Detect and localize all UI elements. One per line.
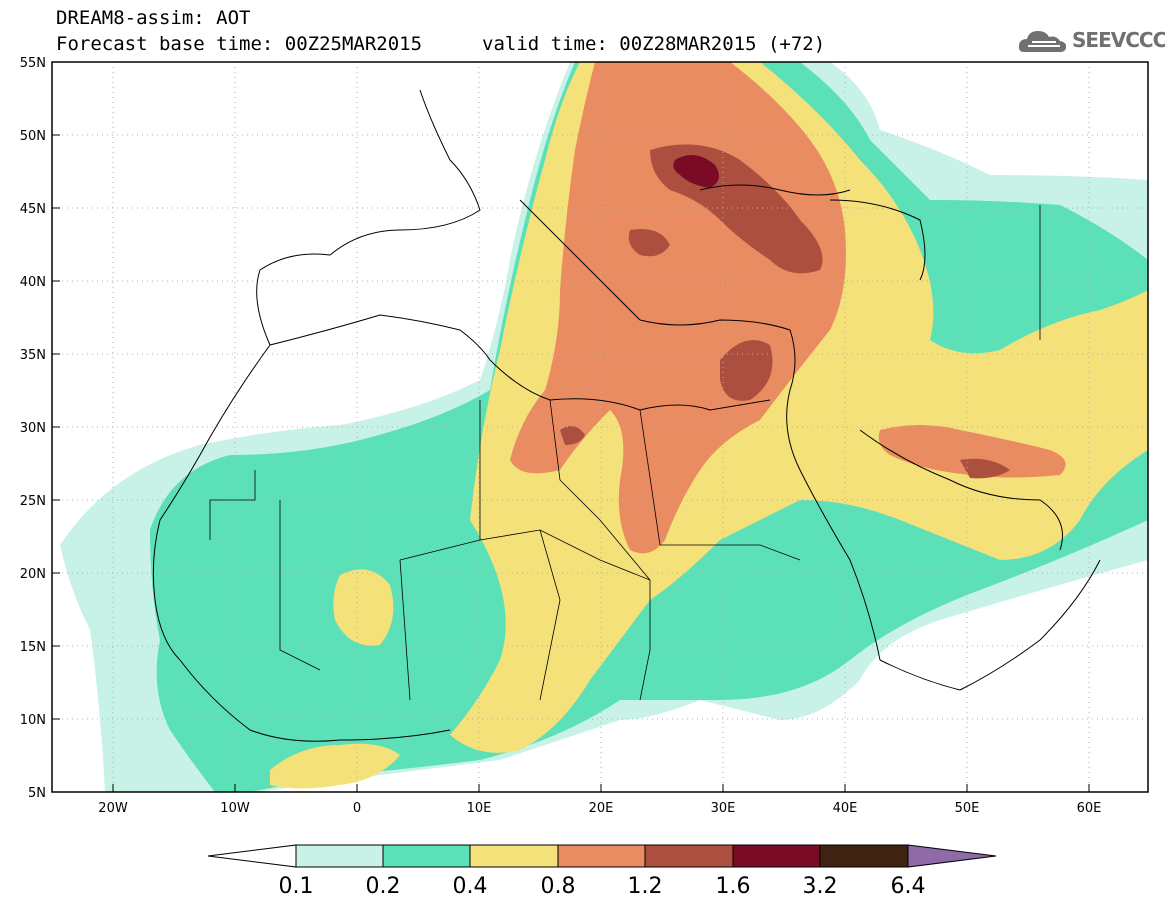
colorbar-label: 1.2 — [628, 874, 663, 899]
colorbar-label: 1.6 — [716, 874, 751, 899]
lon-label: 20W — [98, 801, 128, 816]
lon-label: 60E — [1077, 801, 1102, 816]
colorbar-label: 6.4 — [891, 874, 926, 899]
lat-label: 15N — [20, 640, 46, 655]
lat-label: 25N — [20, 494, 46, 509]
lat-label: 20N — [20, 567, 46, 582]
colorbar — [207, 844, 997, 868]
colorbar-segment — [295, 844, 384, 868]
cloud-logo-icon — [1018, 31, 1067, 52]
latitude-labels: 55N 50N 45N 40N 35N 30N 25N 20N 15N 10N … — [20, 56, 46, 801]
field-0.8-gulf — [878, 425, 1066, 478]
axis-ticks — [52, 61, 1090, 793]
colorbar-segment — [819, 844, 909, 868]
lat-label: 45N — [20, 202, 46, 217]
field-0.4-west — [333, 569, 394, 646]
colorbar-arrow-low — [207, 844, 297, 868]
lat-label: 50N — [20, 129, 46, 144]
colorbar-label: 0.2 — [366, 874, 401, 899]
colorbar-labels: 0.1 0.2 0.4 0.8 1.2 1.6 3.2 6.4 — [279, 874, 926, 899]
colorbar-label: 0.8 — [541, 874, 576, 899]
field-1.2-balkan — [628, 229, 670, 257]
field-0.4-south — [270, 743, 400, 789]
lon-label: 10E — [467, 801, 492, 816]
lon-label: 40E — [833, 801, 858, 816]
colorbar-arrow-high — [907, 844, 997, 868]
lon-label: 20E — [589, 801, 614, 816]
field-1.6 — [673, 155, 719, 188]
field-1.2-levant — [720, 340, 773, 401]
forecast-base-time: Forecast base time: 00Z25MAR2015 — [56, 33, 423, 55]
lat-label: 35N — [20, 348, 46, 363]
colorbar-label: 0.1 — [279, 874, 314, 899]
colorbar-segment — [557, 844, 646, 868]
logo-text: SEEVCCC — [1072, 28, 1165, 52]
colorbar-segment — [382, 844, 471, 868]
lat-label: 30N — [20, 421, 46, 436]
colorbar-label: 3.2 — [803, 874, 838, 899]
borders — [209, 205, 1041, 701]
colorbar-segment — [469, 844, 559, 868]
aot-fields — [60, 62, 1148, 792]
lon-label: 0 — [353, 801, 361, 816]
lon-label: 50E — [955, 801, 980, 816]
longitude-labels: 20W 10W 0 10E 20E 30E 40E 50E 60E — [98, 801, 1101, 816]
lon-label: 30E — [711, 801, 736, 816]
field-1.2-gulf — [960, 458, 1010, 479]
valid-time: valid time: 00Z28MAR2015 (+72) — [482, 33, 826, 55]
lat-label: 5N — [28, 786, 46, 801]
lat-label: 10N — [20, 713, 46, 728]
field-1.2-libya — [560, 426, 585, 445]
lat-label: 40N — [20, 275, 46, 290]
colorbar-segment — [732, 844, 821, 868]
colorbar-segment — [644, 844, 734, 868]
lat-label: 55N — [20, 56, 46, 71]
lon-label: 10W — [220, 801, 250, 816]
colorbar-label: 0.4 — [453, 874, 488, 899]
graticule — [52, 62, 1148, 792]
coastlines — [152, 89, 1101, 742]
map-title: DREAM8-assim: AOT — [56, 7, 251, 29]
